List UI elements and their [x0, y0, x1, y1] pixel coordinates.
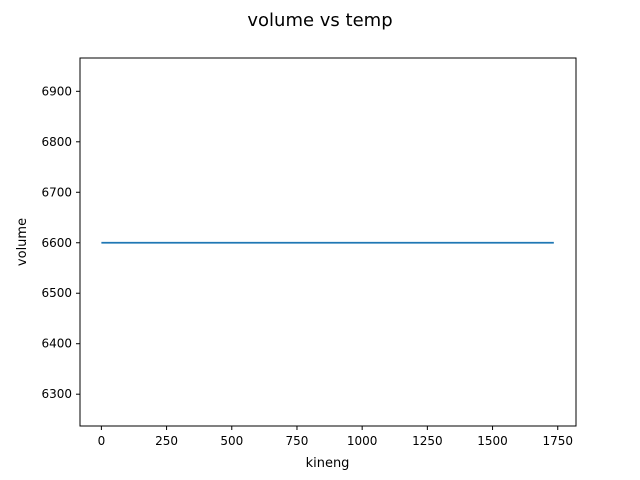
- x-tick-label: 1750: [542, 434, 573, 448]
- y-tick-label: 6900: [41, 84, 72, 98]
- x-tick-label: 1250: [412, 434, 443, 448]
- y-tick-label: 6600: [41, 236, 72, 250]
- x-axis-label: kineng: [306, 456, 350, 471]
- x-tick-label: 250: [155, 434, 178, 448]
- x-tick-label: 1000: [347, 434, 378, 448]
- x-tick-label: 1500: [477, 434, 508, 448]
- x-tick-label: 750: [286, 434, 309, 448]
- y-tick-label: 6400: [41, 337, 72, 351]
- axes-frame: [79, 57, 577, 427]
- chart-title: volume vs temp: [247, 10, 392, 31]
- x-tick-label: 500: [220, 434, 243, 448]
- y-tick-label: 6800: [41, 135, 72, 149]
- x-axis-ticks: 0 250 500 750 1000 1250 1500 1750: [98, 426, 573, 448]
- y-tick-label: 6500: [41, 286, 72, 300]
- y-tick-label: 6700: [41, 185, 72, 199]
- x-tick-label: 0: [98, 434, 106, 448]
- y-axis-ticks: 6300 6400 6500 6600 6700 6800 6900: [41, 84, 80, 401]
- y-tick-label: 6300: [41, 387, 72, 401]
- y-axis-label: volume: [15, 218, 30, 266]
